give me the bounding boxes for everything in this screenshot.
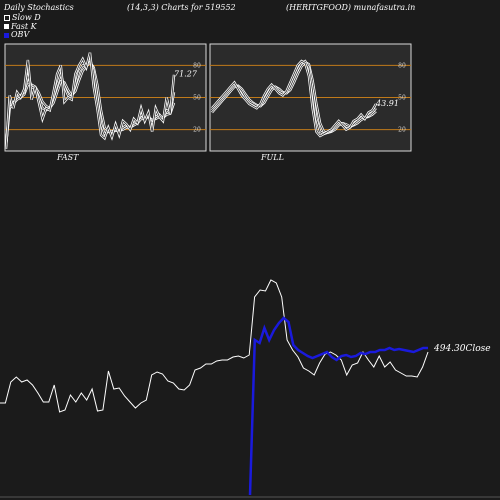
legend-swatch-fast-k	[4, 24, 9, 30]
legend-swatch-obv	[4, 32, 9, 38]
chart-params: (14,3,3) Charts for 519552	[127, 3, 236, 12]
fast-level-label: 80	[193, 62, 201, 69]
legend-label-slow-d: Slow D	[12, 13, 41, 23]
legend-item-fast-k: Fast K	[4, 21, 41, 32]
full-panel: 20 50 80 43.91	[209, 43, 412, 152]
legend-swatch-slow-d	[4, 15, 10, 22]
site-label: (HERITGFOOD) munafasutra.in	[286, 3, 416, 12]
full-level-label: 50	[398, 95, 406, 102]
fast-panel-title: FAST	[57, 153, 79, 162]
full-level-label: 20	[398, 127, 406, 134]
fast-value-label: 71.27	[174, 70, 198, 79]
fast-level-label: 20	[193, 127, 201, 134]
legend-label-fast-k: Fast K	[11, 21, 37, 31]
obv-line	[248, 316, 428, 496]
full-value-label: 43.91	[375, 99, 399, 108]
legend-label-obv: OBV	[11, 30, 30, 40]
fast-level-label: 50	[193, 95, 201, 102]
close-price-label: 494.30Close	[433, 344, 491, 354]
price-line	[0, 279, 429, 413]
full-panel-title: FULL	[261, 153, 284, 162]
full-level-label: 80	[398, 62, 406, 69]
fast-series-0-line	[5, 52, 175, 149]
legend: Slow D Fast K OBV	[4, 14, 41, 40]
chart-title: Daily Stochastics	[4, 3, 74, 12]
legend-item-obv: OBV	[4, 31, 41, 40]
legend-item-slow-d: Slow D	[4, 14, 41, 23]
full-series-0-line	[211, 60, 377, 137]
